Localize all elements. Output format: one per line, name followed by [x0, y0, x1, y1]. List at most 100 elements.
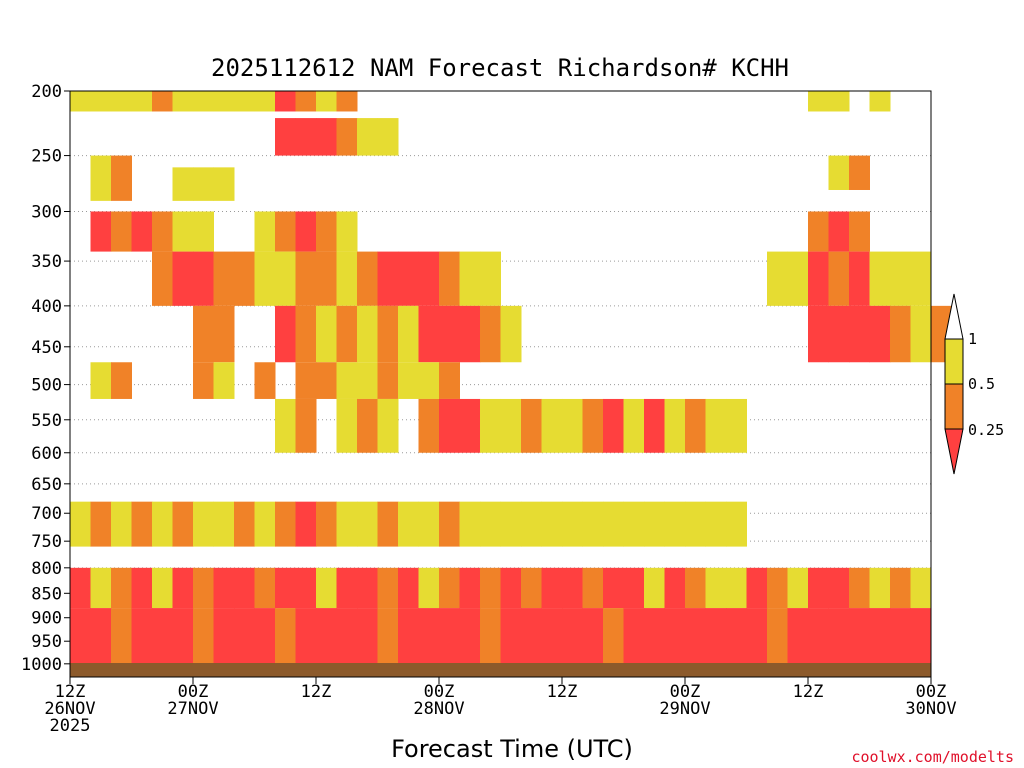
ri-cell — [521, 501, 542, 547]
ri-cell — [480, 608, 501, 677]
ri-cell — [213, 567, 235, 609]
ri-cell — [685, 501, 706, 547]
x-tick-label: 00Z — [178, 682, 209, 702]
ri-cell — [480, 567, 501, 609]
ri-cell — [254, 567, 276, 609]
ri-cell — [357, 608, 378, 677]
ri-cell — [295, 118, 317, 156]
ri-cell — [70, 501, 91, 547]
ri-cell — [111, 91, 132, 112]
ri-cell — [787, 251, 809, 306]
ri-cell — [377, 118, 399, 156]
ri-cell — [521, 567, 542, 609]
ri-cell — [910, 567, 932, 609]
ri-cell — [828, 608, 850, 677]
ri-cell — [357, 567, 378, 609]
x-tick-label: 12Z — [55, 682, 86, 702]
ri-cell — [562, 501, 583, 547]
ri-cell — [193, 567, 214, 609]
y-tick-label: 400 — [31, 297, 62, 317]
ri-cell — [418, 362, 440, 399]
y-tick-label: 450 — [31, 338, 62, 358]
legend-label: 1 — [968, 330, 977, 348]
ri-cell — [869, 305, 891, 363]
ri-cell — [336, 251, 358, 306]
ri-cell — [131, 91, 153, 112]
ri-cell — [500, 398, 522, 453]
ri-cell — [111, 567, 132, 609]
ri-cell — [459, 501, 481, 547]
ri-cell — [90, 567, 112, 609]
y-tick-label: 600 — [31, 444, 62, 464]
ri-cell — [603, 608, 624, 677]
ri-cell — [213, 501, 235, 547]
ri-cell — [152, 501, 173, 547]
x-tick-label: 27NOV — [167, 699, 218, 719]
ri-cell — [726, 398, 747, 453]
ri-cell — [685, 608, 706, 677]
ri-cell — [152, 608, 173, 677]
ri-cell — [90, 362, 112, 399]
ri-cell — [398, 305, 419, 363]
ri-cell — [664, 567, 686, 609]
ri-cell — [152, 251, 173, 306]
ri-cell — [582, 608, 604, 677]
ri-cell — [623, 398, 645, 453]
ri-cell — [357, 398, 378, 453]
credit-text: coolwx.com/modelts — [851, 748, 1014, 766]
y-tick-label: 200 — [31, 82, 62, 102]
ri-cell — [111, 501, 132, 547]
ri-cell — [603, 398, 624, 453]
ri-cell — [213, 608, 235, 677]
ri-cell — [890, 608, 911, 677]
x-tick-label: 12Z — [793, 682, 824, 702]
ri-cell — [910, 608, 932, 677]
ri-cell — [808, 608, 829, 677]
ri-cell — [275, 398, 296, 453]
ri-cell — [480, 501, 501, 547]
ri-cell — [193, 501, 214, 547]
ri-cell — [705, 398, 727, 453]
ri-cell — [828, 567, 850, 609]
ri-cell — [541, 608, 563, 677]
ri-cell — [705, 501, 727, 547]
ri-cell — [377, 567, 399, 609]
ri-cell — [275, 118, 296, 156]
ri-cell — [664, 398, 686, 453]
ri-cell — [767, 608, 788, 677]
x-tick-label: 12Z — [301, 682, 332, 702]
ri-cell — [254, 211, 276, 252]
ri-cell — [480, 398, 501, 453]
ri-cell — [480, 305, 501, 363]
ri-cell — [439, 398, 460, 453]
data-cells — [70, 91, 952, 677]
ri-cell — [316, 251, 337, 306]
ri-cell — [90, 91, 112, 112]
ri-cell — [582, 501, 604, 547]
ri-cell — [213, 167, 235, 201]
legend-label: 0.5 — [968, 375, 995, 393]
ri-cell — [439, 608, 460, 677]
ri-cell — [439, 362, 460, 399]
ri-cell — [808, 567, 829, 609]
ri-cell — [787, 567, 809, 609]
ri-cell — [377, 251, 399, 306]
ri-cell — [295, 398, 317, 453]
ri-cell — [418, 251, 440, 306]
ri-cell — [111, 211, 132, 252]
ri-cell — [398, 567, 419, 609]
ri-cell — [398, 501, 419, 547]
ri-cell — [828, 155, 850, 190]
y-tick-label: 850 — [31, 584, 62, 604]
ri-cell — [254, 362, 276, 399]
ri-cell — [213, 305, 235, 363]
x-tick-label: 2025 — [50, 716, 91, 736]
ri-cell — [234, 91, 255, 112]
x-tick-label: 12Z — [547, 682, 578, 702]
ri-cell — [90, 211, 112, 252]
ri-cell — [541, 501, 563, 547]
ri-cell — [787, 608, 809, 677]
ri-cell — [500, 608, 522, 677]
ri-cell — [808, 211, 829, 252]
ri-cell — [869, 91, 891, 112]
